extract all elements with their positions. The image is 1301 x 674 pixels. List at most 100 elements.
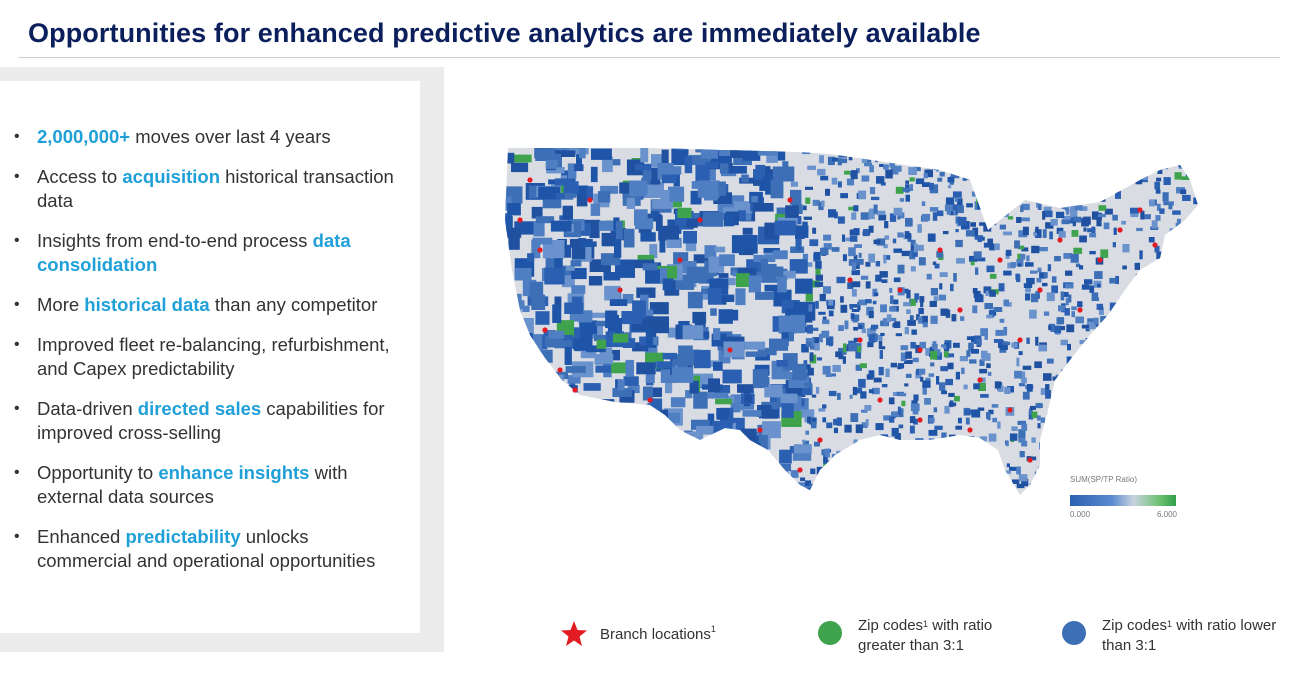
zip-patch-blue xyxy=(987,483,992,487)
zip-patch-blue xyxy=(943,140,946,145)
zip-patch-blue xyxy=(1085,338,1091,345)
zip-patch-blue xyxy=(815,387,820,394)
zip-patch-blue xyxy=(1087,228,1096,233)
zip-patch-blue xyxy=(1022,365,1032,370)
zip-patch-blue xyxy=(1112,242,1116,248)
zip-patch-blue xyxy=(809,327,819,331)
zip-patch-blue xyxy=(533,222,545,237)
branch-marker xyxy=(937,247,943,253)
zip-patch-blue xyxy=(905,217,913,227)
zip-patch-blue xyxy=(584,479,603,495)
zip-patch-blue xyxy=(929,346,934,353)
zip-patch-blue xyxy=(1148,457,1155,464)
zip-patch-green xyxy=(977,160,984,167)
zip-patch-blue xyxy=(925,445,932,454)
branch-marker xyxy=(557,367,563,373)
zip-patch-blue xyxy=(1018,434,1026,443)
zip-patch-blue xyxy=(1091,211,1099,220)
zip-patch-blue xyxy=(1133,161,1138,169)
zip-patch-blue xyxy=(1020,217,1030,222)
zip-patch-blue xyxy=(1029,309,1037,319)
zip-patch-blue xyxy=(643,467,651,484)
zip-patch-blue xyxy=(833,427,838,434)
zip-patch-blue xyxy=(1095,464,1101,471)
zip-patch-blue xyxy=(920,376,924,382)
zip-patch-blue xyxy=(642,170,652,181)
zip-patch-blue xyxy=(959,356,969,362)
zip-patch-blue xyxy=(1081,324,1089,329)
zip-patch-blue xyxy=(752,369,769,387)
zip-patch-blue xyxy=(588,276,603,286)
zip-patch-blue xyxy=(1192,174,1198,184)
zip-patch-blue xyxy=(636,287,656,298)
zip-patch-blue xyxy=(664,472,683,484)
zip-patch-blue xyxy=(979,222,988,226)
zip-patch-blue xyxy=(947,362,954,370)
zip-patch-blue xyxy=(990,207,996,212)
zip-patch-blue xyxy=(562,455,582,468)
zip-patch-blue xyxy=(921,182,931,187)
zip-patch-blue xyxy=(1011,426,1018,431)
zip-patch-green xyxy=(510,333,518,345)
zip-patch-blue xyxy=(957,417,962,424)
zip-patch-blue xyxy=(868,253,875,263)
zip-patch-blue xyxy=(511,472,530,482)
zip-patch-blue xyxy=(658,225,679,241)
zip-patch-blue xyxy=(1198,462,1202,468)
zip-patch-blue xyxy=(989,290,996,297)
zip-patch-blue xyxy=(934,425,943,430)
zip-patch-blue xyxy=(853,228,860,236)
zip-patch-blue xyxy=(1036,277,1042,283)
zip-patch-blue xyxy=(1147,297,1153,305)
zip-patch-blue xyxy=(1073,216,1082,223)
zip-patch-blue xyxy=(966,350,971,357)
zip-patch-blue xyxy=(905,351,912,359)
branch-marker xyxy=(572,387,578,393)
zip-patch-blue xyxy=(1160,410,1167,418)
zip-patch-blue xyxy=(634,209,648,226)
zip-patch-blue xyxy=(991,484,999,493)
zip-patch-blue xyxy=(964,409,972,415)
branch-marker xyxy=(617,287,623,293)
zip-patch-blue xyxy=(802,439,806,443)
zip-patch-blue xyxy=(1137,340,1146,345)
zip-patch-blue xyxy=(1144,412,1149,417)
zip-patch-blue xyxy=(836,450,841,455)
zip-patch-blue xyxy=(1014,240,1020,249)
zip-patch-blue xyxy=(576,190,588,207)
zip-patch-blue xyxy=(1187,437,1195,443)
zip-patch-blue xyxy=(935,352,942,360)
zip-patch-blue xyxy=(707,288,722,305)
zip-patch-blue xyxy=(1144,433,1152,438)
zip-patch-blue xyxy=(932,487,938,495)
zip-patch-blue xyxy=(1026,255,1030,262)
zip-patch-blue xyxy=(1109,302,1119,311)
zip-patch-blue xyxy=(1022,195,1031,200)
zip-patch-blue xyxy=(1061,292,1069,297)
branch-marker xyxy=(1097,257,1103,263)
zip-patch-blue xyxy=(638,484,649,495)
zip-patch-blue xyxy=(806,341,812,348)
zip-patch-blue xyxy=(979,368,988,374)
zip-patch-blue xyxy=(887,151,896,159)
zip-patch-blue xyxy=(1122,244,1130,253)
zip-patch-blue xyxy=(988,159,996,166)
zip-patch-blue xyxy=(1125,449,1135,453)
zip-patch-blue xyxy=(1183,415,1191,422)
zip-patch-blue xyxy=(649,387,662,398)
zip-patch-blue xyxy=(1020,254,1026,260)
zip-patch-blue xyxy=(818,333,823,343)
zip-patch-blue xyxy=(1021,478,1029,487)
zip-patch-blue xyxy=(1165,360,1173,367)
bullet-text: More xyxy=(37,294,85,315)
zip-patch-blue xyxy=(1184,379,1190,386)
zip-patch-blue xyxy=(949,204,959,211)
zip-patch-blue xyxy=(1109,183,1118,190)
zip-patch-blue xyxy=(750,490,772,495)
zip-patch-blue xyxy=(561,150,576,157)
zip-patch-blue xyxy=(1019,451,1025,458)
zip-patch-blue xyxy=(1197,393,1198,401)
zip-patch-blue xyxy=(1161,283,1169,292)
zip-patch-blue xyxy=(753,203,774,212)
zip-patch-blue xyxy=(956,472,965,478)
